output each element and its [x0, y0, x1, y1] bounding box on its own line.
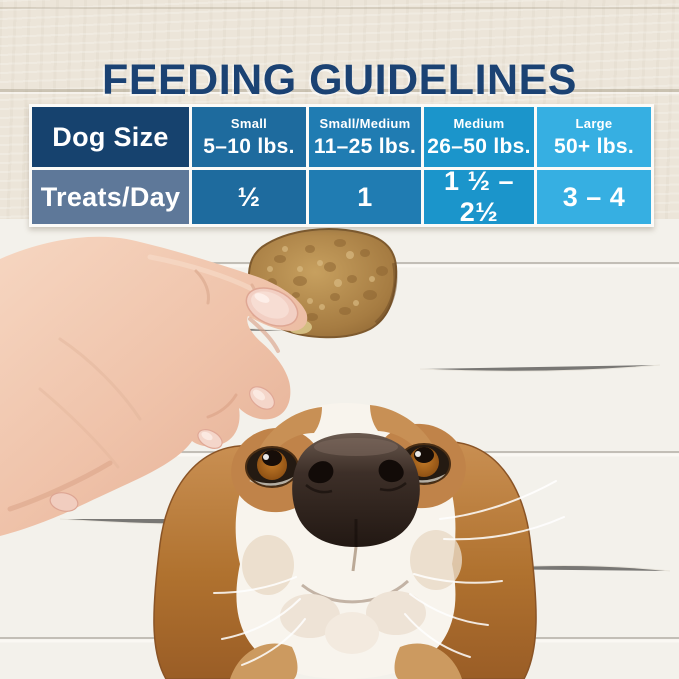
- treats-day-label: Treats/Day: [40, 181, 181, 212]
- size-column-large: Large 50+ lbs.: [537, 107, 651, 167]
- treats-value-large: 3 – 4: [537, 170, 651, 224]
- dog-nose: [292, 433, 420, 547]
- product-photo: [0, 219, 679, 679]
- size-name: Medium: [453, 115, 505, 131]
- size-column-small-medium: Small/Medium 11–25 lbs.: [309, 107, 421, 167]
- dog-image: [153, 403, 565, 679]
- size-weight: 50+ lbs.: [553, 134, 635, 158]
- dog-size-header-cell: Dog Size: [32, 107, 189, 167]
- size-column-medium: Medium 26–50 lbs.: [424, 107, 534, 167]
- size-weight: 5–10 lbs.: [203, 134, 295, 158]
- dog-size-label: Dog Size: [52, 121, 169, 152]
- hand-image: [0, 236, 308, 536]
- fingernails: [49, 287, 299, 512]
- dog-whiskers: [213, 480, 565, 666]
- dog-left-eye: [245, 446, 299, 488]
- treats-value-medium: 1 ½ – 2½: [424, 166, 534, 227]
- treats-value-small-medium: 1: [309, 170, 421, 224]
- size-weight: 11–25 lbs.: [313, 134, 417, 158]
- page-title: FEEDING GUIDELINES: [102, 55, 577, 104]
- size-column-small: Small 5–10 lbs.: [192, 107, 306, 167]
- wood-plank-seam: [0, 7, 679, 9]
- treats-value-small: ½: [192, 170, 306, 224]
- size-weight: 26–50 lbs.: [427, 134, 531, 158]
- feeding-guidelines-table: Dog Size Small 5–10 lbs. Small/Medium 11…: [29, 104, 654, 227]
- size-name: Small/Medium: [319, 115, 411, 131]
- size-name: Small: [230, 115, 268, 131]
- treats-day-header-cell: Treats/Day: [32, 170, 189, 224]
- size-name: Large: [575, 115, 613, 131]
- wood-plank-seam: [0, 89, 679, 92]
